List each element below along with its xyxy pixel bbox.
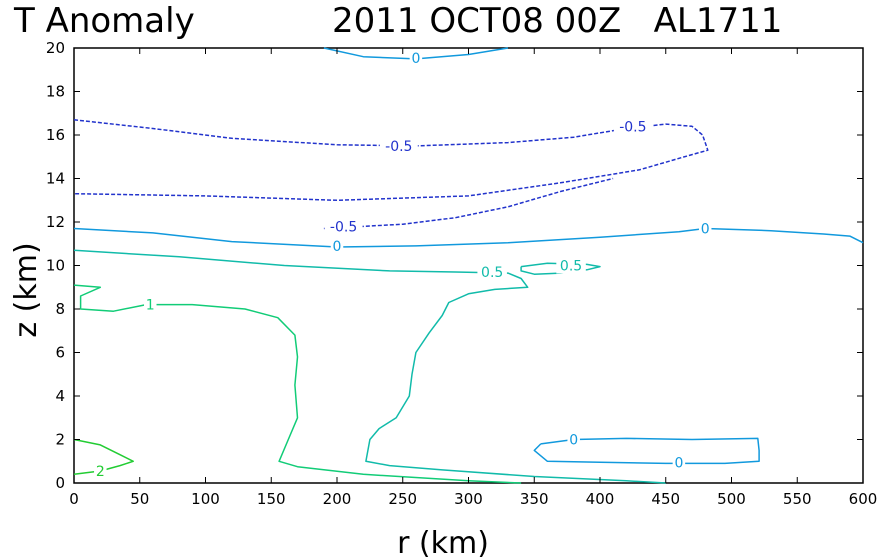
contour-label-mask: [567, 431, 580, 448]
contour-label: 0: [411, 51, 420, 67]
x-tick-label: 0: [69, 490, 79, 508]
contour-label: 1: [146, 298, 155, 314]
contour-lines: [73, 47, 864, 484]
contour-label: -0.5: [330, 219, 357, 235]
y-axis-label: z (km): [9, 242, 44, 337]
contour-label: 0: [674, 455, 683, 471]
contour-label: 0.5: [481, 265, 503, 281]
chart-title-right: 2011 OCT08 00Z AL1711: [332, 1, 782, 41]
x-axis-ticks: 0 50 100 150 200 250 300 350 400 450 500 550 600: [69, 48, 877, 508]
x-tick-label: 500: [717, 490, 746, 508]
x-tick-label: 100: [191, 490, 220, 508]
x-tick-label: 150: [257, 490, 286, 508]
y-tick-label: 2: [55, 431, 65, 449]
contour-label-mask: [379, 137, 418, 154]
x-tick-label: 450: [651, 490, 680, 508]
contour-label: 2: [96, 464, 105, 480]
contour-label-mask: [409, 49, 423, 66]
x-tick-label: 400: [586, 490, 615, 508]
y-tick-label: 6: [55, 344, 65, 362]
y-tick-label: 10: [46, 257, 65, 275]
y-tick-label: 12: [46, 213, 65, 231]
contour-label-mask: [324, 218, 363, 235]
contour-line: [73, 119, 709, 202]
contour-label-mask: [144, 296, 157, 313]
contour-line: [73, 284, 522, 484]
contour-label-mask: [698, 220, 712, 237]
contour-label-mask: [330, 237, 344, 254]
contour-label: 0: [701, 222, 710, 238]
contour-line: [533, 437, 760, 465]
x-tick-label: 300: [454, 490, 483, 508]
x-tick-label: 350: [520, 490, 549, 508]
contour-label-mask: [613, 118, 652, 135]
contour-label-mask: [556, 257, 586, 274]
contour-line: [323, 177, 614, 230]
y-tick-label: 16: [46, 126, 65, 144]
y-tick-label: 4: [55, 387, 65, 405]
x-tick-label: 250: [388, 490, 417, 508]
contour-label: -0.5: [385, 139, 412, 155]
x-axis-label: r (km): [397, 526, 489, 558]
y-tick-label: 20: [46, 39, 65, 57]
x-tick-label: 550: [783, 490, 812, 508]
contour-line: [73, 249, 666, 484]
y-tick-label: 18: [46, 83, 65, 101]
contour-label: 0: [333, 239, 342, 255]
plot-frame: [73, 47, 864, 484]
x-tick-label: 200: [323, 490, 352, 508]
contour-label: 0.5: [560, 259, 582, 275]
contour-line: [73, 227, 864, 248]
contour-label-mask: [94, 463, 107, 480]
contour-label-mask: [672, 454, 686, 471]
y-tick-label: 8: [55, 300, 65, 318]
contour-label: -0.5: [619, 119, 646, 135]
x-tick-label: 600: [849, 490, 878, 508]
contour-label: 0: [569, 433, 578, 449]
contour-label-mask: [477, 264, 507, 281]
chart-title-left: T Anomaly: [13, 1, 195, 41]
contour-labels: -0.5 -0.5 -0.5 0 0 0 0 0 0.5 0.5 1 2: [94, 49, 712, 480]
y-tick-label: 14: [46, 170, 65, 188]
x-tick-label: 50: [130, 490, 149, 508]
y-tick-label: 0: [55, 474, 65, 492]
